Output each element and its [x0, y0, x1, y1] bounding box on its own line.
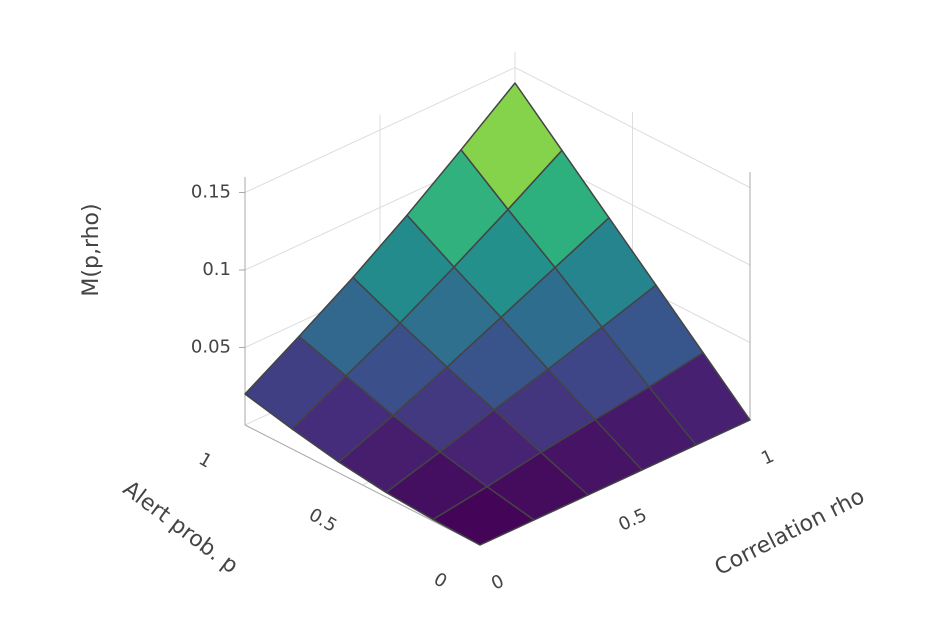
x-axis-title: Correlation rho [711, 484, 869, 581]
surface-cell [432, 485, 535, 546]
x-tick-label: 0 [488, 571, 507, 595]
y-tick-label: 0 [430, 569, 450, 593]
y-tick-label: 1 [195, 449, 215, 473]
y-axis-title: Alert prob. p [118, 476, 243, 579]
z-tick-label: 0.1 [202, 259, 231, 280]
y-tick-label: 0.5 [305, 504, 340, 537]
x-tick-label: 1 [758, 446, 777, 470]
axis-line [244, 424, 481, 546]
z-tick-label: 0.15 [191, 182, 231, 203]
z-axis-title: M(p,rho) [79, 203, 104, 296]
z-tick-label: 0.05 [191, 337, 231, 358]
x-tick-label: 0.5 [615, 504, 650, 535]
